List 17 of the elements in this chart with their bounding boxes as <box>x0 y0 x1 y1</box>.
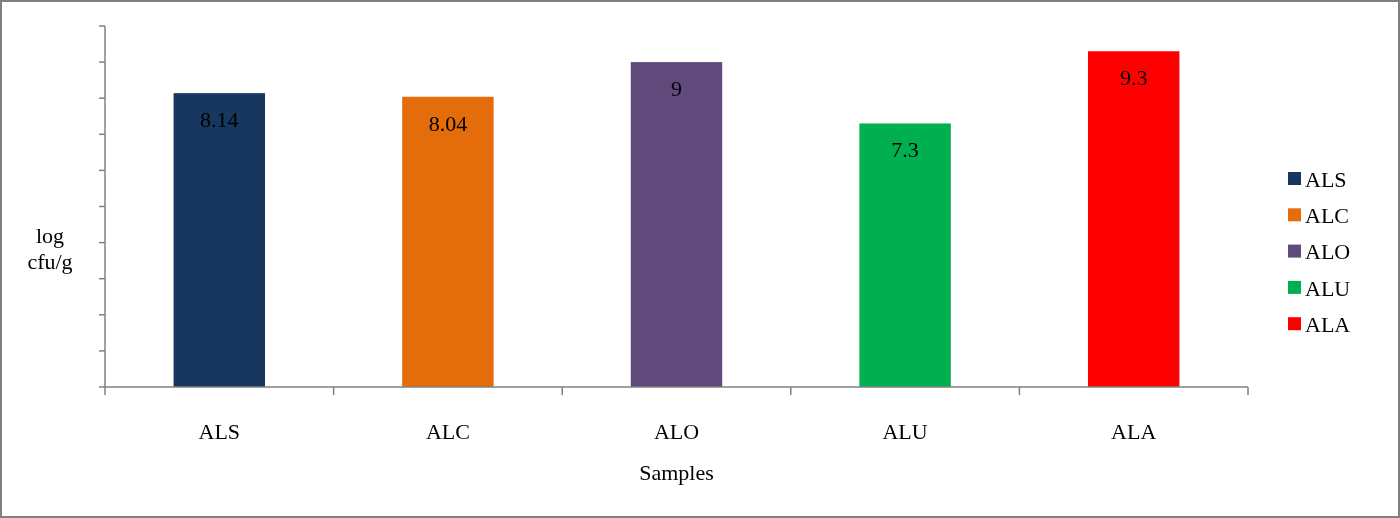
x-tick-label: ALS <box>198 419 241 444</box>
legend-label: ALU <box>1305 275 1351 301</box>
data-label: 7.3 <box>891 137 919 163</box>
data-label: 9 <box>671 76 682 102</box>
legend-label: ALS <box>1305 166 1347 192</box>
legend-label: ALC <box>1305 203 1349 228</box>
data-label: 9.3 <box>1119 65 1148 91</box>
x-tick-label: ALA <box>1111 419 1157 444</box>
x-tick-label: ALU <box>882 419 928 444</box>
x-tick-label: ALO <box>653 419 700 444</box>
data-label: 8.04 <box>428 110 468 136</box>
x-tick-label: ALC <box>425 419 470 444</box>
legend-label: ALO <box>1305 239 1351 265</box>
y-axis-title: log cfu/g <box>27 223 73 274</box>
legend-label: ALA <box>1305 311 1351 337</box>
x-axis-title: Samples <box>639 460 714 485</box>
data-label: 8.14 <box>200 107 239 133</box>
